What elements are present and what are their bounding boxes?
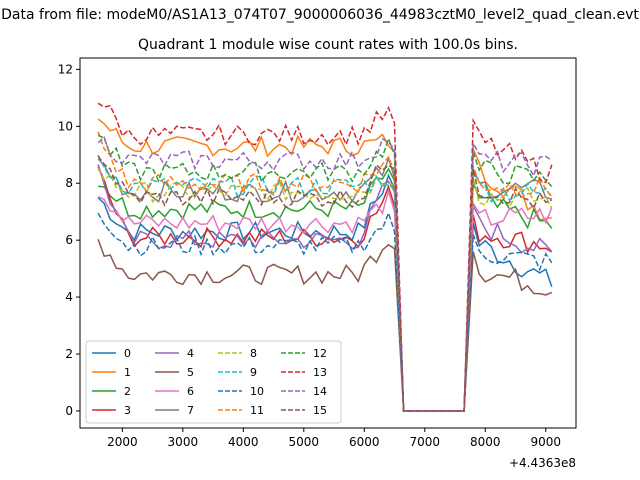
series-line-13 <box>97 102 553 412</box>
x-tick-label: 6000 <box>349 435 380 449</box>
legend-label: 4 <box>187 347 194 360</box>
legend-label: 1 <box>124 366 131 379</box>
axes-frame <box>79 57 577 429</box>
x-tick-label: 7000 <box>410 435 441 449</box>
legend-box <box>85 340 342 424</box>
series-line-8 <box>97 168 553 412</box>
y-tick-label: 12 <box>58 62 73 76</box>
figure-suptitle: Data from file: modeM0/AS1A13_074T07_900… <box>1 7 639 23</box>
x-tick-label: 4000 <box>228 435 259 449</box>
legend-label: 0 <box>124 347 131 360</box>
series-line-9 <box>97 154 553 412</box>
legend-label: 7 <box>187 404 194 417</box>
series-line-7 <box>97 156 553 412</box>
series-line-4 <box>97 164 553 412</box>
y-tick-label: 4 <box>65 290 73 304</box>
legend-label: 13 <box>313 366 327 379</box>
series-lines <box>97 102 553 412</box>
series-line-3 <box>97 166 553 412</box>
y-axis: 0 2 4 6 8 10 12 <box>58 62 80 418</box>
x-tick-label: 3000 <box>168 435 199 449</box>
series-line-14 <box>97 136 553 412</box>
legend-label: 11 <box>250 404 264 417</box>
legend-label: 3 <box>124 404 131 417</box>
series-line-0 <box>97 173 553 412</box>
x-tick-label: 8000 <box>470 435 501 449</box>
y-tick-label: 0 <box>65 404 73 418</box>
y-tick-label: 2 <box>65 347 73 361</box>
legend-label: 2 <box>124 385 131 398</box>
legend-label: 9 <box>250 366 257 379</box>
x-axis: 2000 3000 4000 5000 6000 7000 8000 9000 <box>107 428 561 449</box>
series-line-5 <box>97 239 553 412</box>
legend-label: 15 <box>313 404 327 417</box>
x-tick-label: 9000 <box>530 435 561 449</box>
legend-label: 12 <box>313 347 327 360</box>
legend-label: 14 <box>313 385 327 398</box>
series-line-12 <box>97 134 553 412</box>
chart-title: Quadrant 1 module wise count rates with … <box>138 37 518 53</box>
legend-label: 5 <box>187 366 194 379</box>
y-tick-label: 8 <box>65 176 73 190</box>
legend-label: 6 <box>187 385 194 398</box>
y-tick-label: 6 <box>65 233 73 247</box>
y-tick-label: 10 <box>58 119 73 133</box>
x-tick-label: 5000 <box>289 435 320 449</box>
series-line-15 <box>97 155 553 412</box>
series-line-10 <box>97 210 553 412</box>
x-axis-offset-label: +4.4363e8 <box>509 456 576 470</box>
legend-label: 10 <box>250 385 264 398</box>
legend-label: 8 <box>250 347 257 360</box>
x-tick-label: 2000 <box>107 435 138 449</box>
series-line-11 <box>97 131 553 412</box>
series-line-6 <box>97 188 553 412</box>
series-line-1 <box>97 118 552 412</box>
